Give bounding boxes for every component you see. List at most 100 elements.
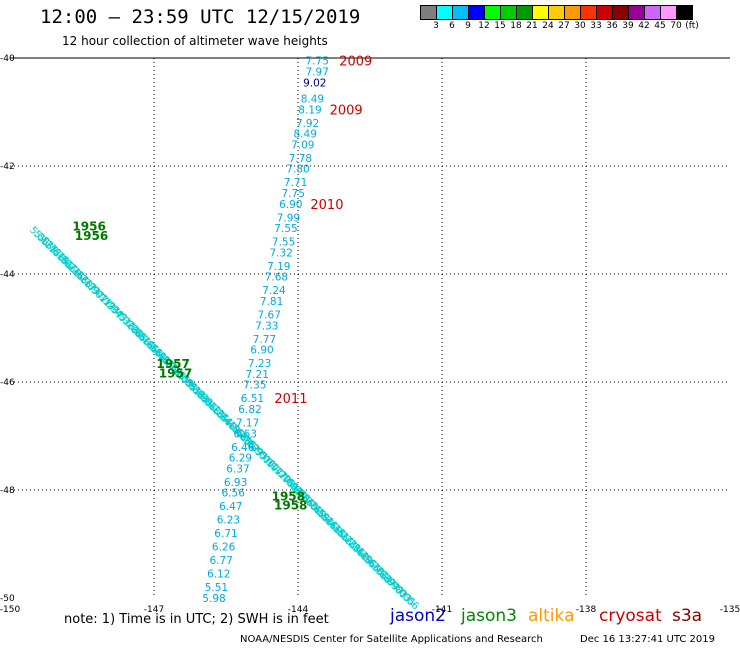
wave-height-colorbar: 3 6 9 12 15 18 21 24 27 30 33 36 39 42 45 70 (ft) xyxy=(420,5,699,32)
legend-item-jason2: jason2 xyxy=(390,606,446,626)
cryosat-wave-height-label: 7.17 xyxy=(236,418,259,430)
longitude-tick-label: -147 xyxy=(144,605,164,615)
cryosat-wave-height-label: 9.02 xyxy=(303,77,326,89)
cryosat-wave-height-label: 5.51 xyxy=(205,582,228,594)
cryosat-wave-height-label: 7.77 xyxy=(253,334,276,346)
cryosat-wave-height-label: 8.49 xyxy=(294,129,317,141)
pass-time-label: 1956 xyxy=(72,219,105,233)
latitude-tick-label: -40 xyxy=(0,54,15,64)
latitude-tick-label: -48 xyxy=(0,486,15,496)
legend-item-altika: altika xyxy=(528,606,575,626)
colorbar-label: 33 xyxy=(590,21,602,31)
cryosat-wave-height-label: 7.35 xyxy=(243,380,266,392)
cryosat-wave-height-label: 7.81 xyxy=(260,296,283,308)
colorbar-label: 9 xyxy=(465,21,471,31)
cryosat-wave-height-label: 7.33 xyxy=(255,320,278,332)
cryosat-wave-height-label: 7.78 xyxy=(289,153,312,165)
cryosat-wave-height-label: 7.21 xyxy=(246,369,269,381)
cryosat-wave-height-label: 7.75 xyxy=(306,56,329,68)
colorbar-label: 12 xyxy=(478,21,490,31)
pass-time-label: 1957 xyxy=(156,357,189,371)
cryosat-wave-height-label: 7.32 xyxy=(270,247,293,259)
pass-time-label: 2009 xyxy=(330,103,363,118)
pass-time-label: 1957 xyxy=(159,366,192,380)
cryosat-wave-height-label: 7.23 xyxy=(248,358,271,370)
cryosat-wave-height-label: 7.71 xyxy=(284,177,307,189)
pass-time-label: 1958 xyxy=(274,499,307,513)
cryosat-wave-height-label: 6.29 xyxy=(229,453,252,465)
cryosat-wave-height-label: 6.46 xyxy=(231,442,255,454)
latitude-tick-label: -50 xyxy=(0,594,15,604)
latitude-tick-label: -44 xyxy=(0,270,15,280)
cryosat-wave-height-label: 7.67 xyxy=(258,310,281,322)
cryosat-wave-height-label: 7.24 xyxy=(262,285,286,297)
longitude-tick-label: -141 xyxy=(432,605,452,615)
legend-item-s3a: s3a xyxy=(672,606,703,626)
colorbar-swatches xyxy=(420,5,693,20)
cryosat-wave-height-label: 6.12 xyxy=(207,569,230,581)
cryosat-wave-height-label: 5.98 xyxy=(202,593,225,605)
colorbar-label: 21 xyxy=(526,21,538,31)
colorbar-label: 24 xyxy=(542,21,554,31)
cryosat-wave-height-label: 6.77 xyxy=(210,555,233,567)
cryosat-wave-height-label: 7.97 xyxy=(306,67,329,79)
cryosat-wave-height-label: 7.92 xyxy=(296,118,319,130)
legend-item-cryosat: cryosat xyxy=(599,606,662,626)
pass-time-label: 2010 xyxy=(310,198,343,213)
pass-time-label: 2009 xyxy=(339,55,372,70)
cryosat-wave-height-label: 7.68 xyxy=(265,272,288,284)
page-subtitle: 12 hour collection of altimeter wave hei… xyxy=(62,34,328,48)
cryosat-wave-height-label: 7.55 xyxy=(272,237,295,249)
colorbar-label: (ft) xyxy=(685,21,699,31)
colorbar-label: 36 xyxy=(606,21,618,31)
cryosat-wave-height-label: 6.23 xyxy=(217,515,240,527)
colorbar-labels: 3 6 9 12 15 18 21 24 27 30 33 36 39 42 45 70 (ft) xyxy=(420,20,699,32)
pass-time-label: 1958 xyxy=(272,489,305,503)
cryosat-wave-height-label: 8.49 xyxy=(301,94,324,106)
latitude-tick-label: -42 xyxy=(0,162,15,172)
page-title: 12:00 — 23:59 UTC 12/15/2019 xyxy=(40,6,361,28)
cryosat-wave-height-label: 6.26 xyxy=(212,542,236,554)
cryosat-wave-height-label: 6.63 xyxy=(234,428,257,440)
units-note: note: 1) Time is in UTC; 2) SWH is in fe… xyxy=(64,612,329,627)
colorbar-label: 27 xyxy=(558,21,570,31)
colorbar-label: 6 xyxy=(449,21,455,31)
colorbar-label: 39 xyxy=(622,21,634,31)
cryosat-wave-height-label: 7.09 xyxy=(291,139,314,151)
cryosat-wave-height-label: 7.19 xyxy=(267,261,290,273)
colorbar-label: 42 xyxy=(638,21,650,31)
cryosat-wave-height-label: 6.90 xyxy=(279,199,302,211)
colorbar-label: 18 xyxy=(510,21,522,31)
legend-item-jason3: jason3 xyxy=(461,606,517,626)
credit-text: NOAA/NESDIS Center for Satellite Applica… xyxy=(240,634,543,645)
longitude-tick-label: -150 xyxy=(0,605,20,615)
pass-time-label: 2011 xyxy=(274,392,307,407)
timestamp-text: Dec 16 13:27:41 UTC 2019 xyxy=(580,634,715,645)
longitude-tick-label: -135 xyxy=(720,605,740,615)
latitude-tick-label: -46 xyxy=(0,378,15,388)
cryosat-wave-height-label: 6.90 xyxy=(250,345,273,357)
colorbar-swatch xyxy=(676,5,693,20)
cryosat-wave-height-label: 7.75 xyxy=(282,188,305,200)
colorbar-label: 70 xyxy=(670,21,682,31)
cryosat-wave-height-label: 6.93 xyxy=(224,477,247,489)
cryosat-wave-height-label: 8.19 xyxy=(298,104,321,116)
longitude-tick-label: -144 xyxy=(288,605,309,615)
colorbar-label: 30 xyxy=(574,21,586,31)
longitude-tick-label: -138 xyxy=(576,605,597,615)
colorbar-label: 3 xyxy=(433,21,439,31)
colorbar-label: 15 xyxy=(494,21,506,31)
colorbar-label: 45 xyxy=(654,21,666,31)
cryosat-wave-height-label: 6.56 xyxy=(222,488,246,500)
cryosat-wave-height-label: 6.82 xyxy=(238,404,261,416)
cryosat-wave-height-label: 6.71 xyxy=(214,528,237,540)
cryosat-wave-height-label: 6.51 xyxy=(241,393,264,405)
cryosat-wave-height-label: 7.55 xyxy=(274,223,297,235)
cryosat-wave-height-label: 7.80 xyxy=(286,164,309,176)
cryosat-wave-height-label: 6.47 xyxy=(219,501,242,513)
cryosat-wave-height-label: 6.37 xyxy=(226,463,249,475)
pass-time-label: 1956 xyxy=(75,229,108,243)
cryosat-wave-height-label: 7.99 xyxy=(277,212,300,224)
